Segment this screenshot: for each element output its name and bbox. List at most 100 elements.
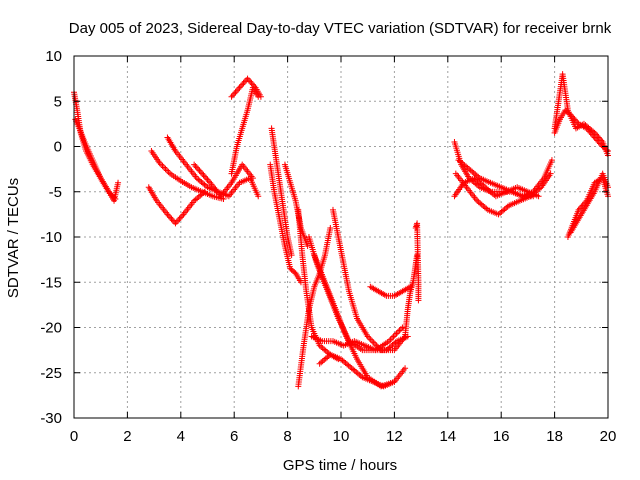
data-point — [566, 110, 573, 117]
series-arc-27 — [551, 107, 611, 155]
y-axis-label: SDTVAR / TECUs — [5, 178, 22, 298]
data-point — [162, 165, 169, 172]
data-point — [592, 135, 599, 142]
data-point — [199, 170, 206, 177]
data-point — [248, 80, 255, 87]
series-arc-04 — [148, 148, 227, 202]
data-point — [391, 332, 398, 339]
data-point — [109, 193, 116, 200]
data-point — [414, 252, 421, 259]
series-arc-24 — [452, 170, 554, 218]
data-point — [249, 81, 256, 88]
y-tick-label: -5 — [49, 184, 62, 201]
data-point — [157, 161, 164, 168]
x-tick-label: 18 — [546, 428, 563, 445]
series-arc-09 — [267, 161, 304, 286]
data-point — [370, 339, 377, 346]
data-point — [175, 217, 182, 224]
x-tick-label: 16 — [493, 428, 510, 445]
data-point — [205, 178, 212, 185]
y-tick-label: -30 — [40, 410, 62, 427]
data-point — [233, 87, 240, 94]
y-tick-label: -25 — [40, 365, 62, 382]
series-arc-13 — [295, 224, 334, 390]
data-point — [107, 190, 114, 197]
x-tick-label: 10 — [333, 428, 350, 445]
data-point — [108, 191, 115, 198]
data-point — [112, 195, 119, 202]
data-point — [591, 134, 598, 141]
data-point — [192, 163, 199, 170]
data-point — [239, 81, 246, 88]
data-point — [115, 179, 122, 186]
series-arc-02 — [72, 116, 119, 202]
data-point — [249, 175, 256, 182]
x-axis-label: GPS time / hours — [283, 457, 397, 474]
x-tick-label: 14 — [439, 428, 456, 445]
data-point — [367, 336, 374, 343]
series-arc-29 — [567, 170, 611, 236]
data-point — [231, 90, 238, 97]
y-tick-label: -20 — [40, 320, 62, 337]
data-point — [172, 220, 179, 227]
data-point — [369, 338, 376, 345]
data-point — [245, 77, 252, 84]
data-point — [603, 146, 610, 153]
data-point — [396, 327, 403, 334]
data-point — [547, 170, 554, 177]
data-point — [391, 378, 398, 385]
data-point — [169, 217, 176, 224]
data-point — [161, 164, 168, 171]
x-tick-label: 0 — [70, 428, 78, 445]
y-tick-label: 5 — [54, 93, 62, 110]
series-arc-25 — [455, 157, 555, 200]
data-point — [394, 329, 401, 336]
data-point — [229, 92, 236, 99]
data-point — [590, 132, 597, 139]
data-point — [159, 162, 166, 169]
data-point — [399, 324, 406, 331]
y-tick-label: 10 — [45, 48, 62, 65]
data-point — [193, 164, 200, 171]
y-tick-label: -15 — [40, 274, 62, 291]
data-point — [588, 131, 595, 138]
data-point — [397, 326, 404, 333]
data-point — [535, 193, 542, 200]
data-point — [173, 218, 180, 225]
data-point — [237, 83, 244, 90]
data-point — [167, 214, 174, 221]
series-arc-06 — [191, 161, 256, 200]
x-tick-label: 2 — [123, 428, 131, 445]
series-arc-21 — [412, 220, 422, 304]
data-point — [240, 80, 247, 87]
data-point — [165, 212, 172, 219]
data-point — [255, 193, 262, 200]
data-point — [195, 166, 202, 173]
data-point — [241, 78, 248, 85]
series-arc-07 — [228, 84, 262, 177]
x-tick-label: 6 — [230, 428, 238, 445]
x-tick-label: 12 — [386, 428, 403, 445]
data-point — [402, 365, 409, 372]
data-point — [415, 297, 422, 304]
series-arc-10 — [268, 125, 295, 259]
series-arc-11 — [281, 161, 311, 250]
data-point — [247, 78, 254, 85]
series-arc-19 — [367, 283, 414, 299]
y-tick-label: -10 — [40, 229, 62, 246]
data-point — [204, 176, 211, 183]
series-arc-18 — [329, 206, 409, 354]
data-point — [111, 194, 118, 201]
data-point — [548, 157, 555, 164]
chart-title: Day 005 of 2023, Sidereal Day-to-day VTE… — [69, 20, 612, 37]
series-arc-17 — [316, 351, 398, 390]
data-point — [232, 89, 239, 96]
data-point — [197, 169, 204, 176]
data-point — [196, 167, 203, 174]
data-point — [304, 243, 311, 250]
data-point — [105, 188, 112, 195]
data-point — [179, 212, 186, 219]
series-arc-16 — [308, 333, 411, 354]
